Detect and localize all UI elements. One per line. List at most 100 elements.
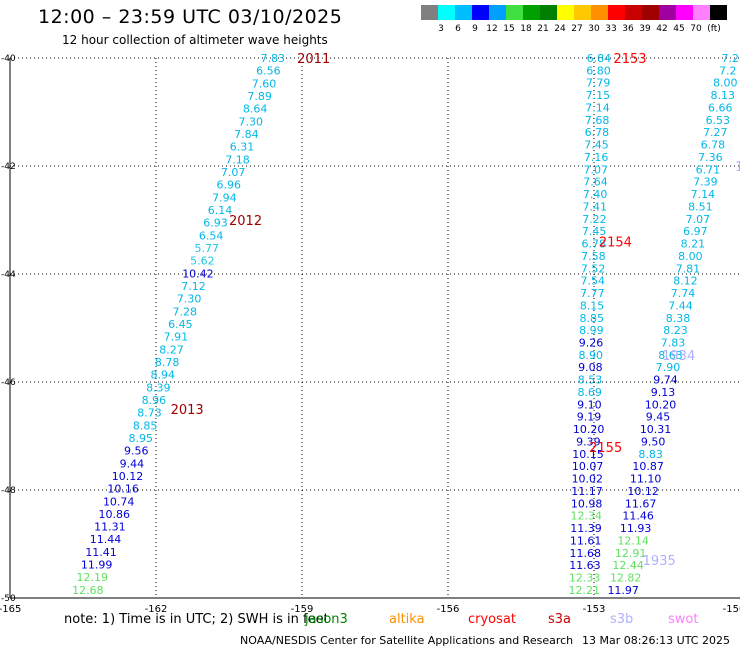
scale-swatch [574, 5, 591, 20]
wave-height-value: 7.16 [584, 151, 609, 164]
wave-height-value: 7.83 [261, 52, 286, 65]
x-tick-label: -150 [723, 604, 740, 612]
wave-height-value: 6.45 [168, 318, 193, 331]
scale-label: 36 [622, 24, 634, 34]
wave-height-value: 7.84 [234, 128, 259, 141]
wave-height-value: 6.84 [587, 52, 612, 65]
wave-height-value: 8.69 [577, 386, 602, 399]
x-tick-label: -156 [437, 604, 460, 612]
wave-height-value: 8.83 [638, 448, 663, 461]
wave-height-plot: -165 -162 -159 -156 -153 -150 -40 -42 -44 -46 -48 -… [0, 52, 740, 612]
wave-height-value: 8.23 [663, 324, 688, 337]
chart-subtitle: 12 hour collection of altimeter wave hei… [62, 33, 328, 47]
wave-height-value: 7.2 [722, 52, 740, 65]
wave-height-value: 8.85 [579, 312, 604, 325]
wave-height-value: 6.56 [256, 65, 281, 78]
wave-height-value: 8.51 [688, 200, 713, 213]
credit-text: NOAA/NESDIS Center for Satellite Applica… [240, 634, 574, 647]
pass-time-label: 2012 [229, 214, 262, 229]
scale-swatch [557, 5, 574, 20]
wave-height-value: 8.63 [658, 349, 683, 362]
wave-height-value: 11.10 [630, 473, 662, 486]
wave-height-value: 9.08 [578, 361, 603, 374]
wave-height-value: 7.30 [239, 115, 264, 128]
wave-height-value: 11.99 [81, 559, 113, 572]
scale-label: 70 [690, 24, 702, 34]
scale-unit: (ft) [707, 24, 721, 34]
wave-height-value: 11.67 [625, 497, 657, 510]
wave-height-value: 7.41 [583, 200, 608, 213]
wave-height-value: 7.77 [580, 287, 605, 300]
y-tick-label: -40 [1, 54, 16, 64]
wave-height-value: 7.27 [703, 126, 728, 139]
wave-height-value: 7.83 [661, 337, 686, 350]
wave-height-value: 7.18 [225, 153, 250, 166]
wave-height-value: 7.54 [581, 275, 606, 288]
satellite-s3a: s3a [548, 612, 572, 627]
wave-height-value: 9.74 [653, 374, 678, 387]
wave-height-value: 11.39 [570, 522, 602, 535]
wave-height-value: 7.14 [585, 101, 610, 114]
scale-label: 3 [438, 24, 444, 34]
wave-height-value: 10.20 [573, 423, 605, 436]
wave-height-value: 10.16 [107, 483, 139, 496]
scale-swatch [693, 5, 710, 20]
wave-height-value: 7.64 [583, 176, 608, 189]
wave-height-value: 7.58 [581, 250, 606, 263]
wave-height-value: 8.53 [578, 374, 603, 387]
wave-height-value: 8.27 [159, 343, 184, 356]
x-tick-label: -165 [0, 604, 21, 612]
wave-height-value: 5.77 [195, 242, 220, 255]
wave-height-value: 7.45 [582, 225, 607, 238]
scale-label: 12 [486, 24, 498, 34]
scale-swatch [659, 5, 676, 20]
wave-height-value: 11.46 [622, 510, 654, 523]
wave-height-value: 6.14 [208, 204, 233, 217]
scale-label: 6 [455, 24, 461, 34]
y-tick-label: -48 [1, 486, 16, 496]
scale-label: 39 [639, 24, 651, 34]
scale-label: 18 [520, 24, 532, 34]
scale-swatch [625, 5, 642, 20]
x-tick-label: -153 [583, 604, 606, 612]
wave-height-value: 7.60 [252, 77, 277, 90]
wave-height-value: 11.31 [94, 521, 126, 534]
pass-time-label: 2154 [599, 236, 632, 251]
wave-height-value: 8.78 [155, 356, 180, 369]
wave-height-value: 10.07 [572, 460, 604, 473]
generation-timestamp: 13 Mar 08:26:13 UTC 2025 [582, 634, 730, 647]
wave-height-value: 7.68 [585, 114, 610, 127]
wave-height-value: 7.28 [172, 305, 197, 318]
wave-height-value: 11.41 [85, 546, 117, 559]
wave-height-value: 12.82 [610, 572, 642, 585]
wave-height-value: 7.15 [586, 89, 611, 102]
wave-height-value: 8.13 [711, 89, 736, 102]
scale-label: 15 [503, 24, 515, 34]
scale-swatch [472, 5, 489, 20]
wave-height-value: 6.31 [230, 141, 255, 154]
wave-height-value: 8.12 [673, 275, 698, 288]
wave-height-value: 8.96 [142, 394, 167, 407]
y-tick-label: -46 [1, 378, 16, 388]
wave-height-value: 12.21 [569, 584, 601, 597]
wave-height-value: 11.17 [571, 485, 603, 498]
scale-swatch [421, 5, 438, 20]
scale-swatch [642, 5, 659, 20]
wave-height-value: 7.81 [676, 262, 701, 275]
wave-height-value: 12.14 [617, 534, 649, 547]
scale-label: 9 [472, 24, 478, 34]
scale-swatch [676, 5, 693, 20]
satellite-jason3: jason3 [305, 612, 348, 627]
wave-height-value: 10.42 [182, 267, 214, 280]
wave-height-value: 8.99 [579, 324, 604, 337]
wave-height-value: 12.44 [612, 559, 644, 572]
wave-height-value: 12.34 [571, 510, 603, 523]
chart-title: 12:00 – 23:59 UTC 03/10/2025 [38, 6, 343, 28]
wave-height-value: 11.61 [570, 534, 602, 547]
wave-height-value: 6.71 [696, 163, 721, 176]
wave-height-value: 8.00 [678, 250, 703, 263]
wave-height-value: 6.96 [217, 179, 242, 192]
wave-height-value: 6.93 [203, 217, 228, 230]
wave-height-value: 7.74 [671, 287, 696, 300]
scale-swatch [438, 5, 455, 20]
